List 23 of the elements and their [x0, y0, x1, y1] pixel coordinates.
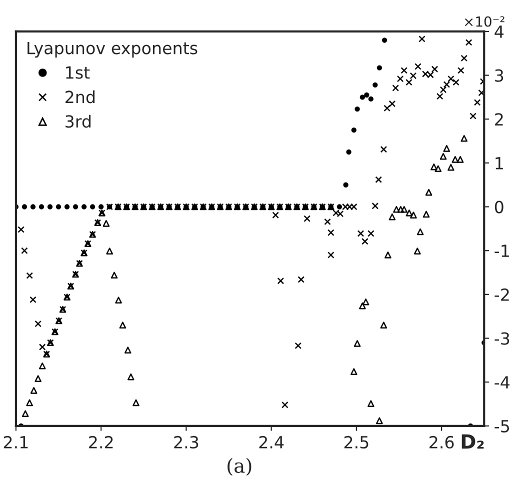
x-tick-label: 2.1	[4, 436, 28, 448]
x-tick-label: 2.5	[344, 436, 368, 449]
y-tick-label: 1	[496, 157, 503, 170]
y-tick-label: -3	[494, 332, 510, 345]
y-tick-label: -1	[494, 244, 509, 257]
text: (a)	[228, 458, 252, 476]
legend-label: 1st	[66, 66, 90, 79]
y-tick-label: -5	[494, 420, 510, 432]
x-tick-label: 2.6	[430, 436, 454, 449]
y-tick-label: 0	[494, 200, 504, 214]
text: ×10⁻²	[464, 16, 504, 27]
x-tick-label: 2.3	[174, 436, 198, 449]
y-tick-label: 2	[495, 113, 503, 126]
legend-label: 2nd	[66, 90, 95, 104]
y-tick-label: -2	[494, 288, 509, 301]
x-tick-label: 2.4	[259, 436, 284, 448]
x-axis-title: D₂	[462, 434, 484, 449]
y-tick-label: 3	[495, 69, 504, 82]
y-tick-label: 4	[494, 26, 504, 38]
legend-label: 3rd	[66, 114, 91, 128]
y-tick-label: -4	[494, 376, 510, 388]
legend-title: Lyapunov exponents	[28, 42, 198, 58]
x-tick-label: 2.2	[89, 436, 113, 448]
